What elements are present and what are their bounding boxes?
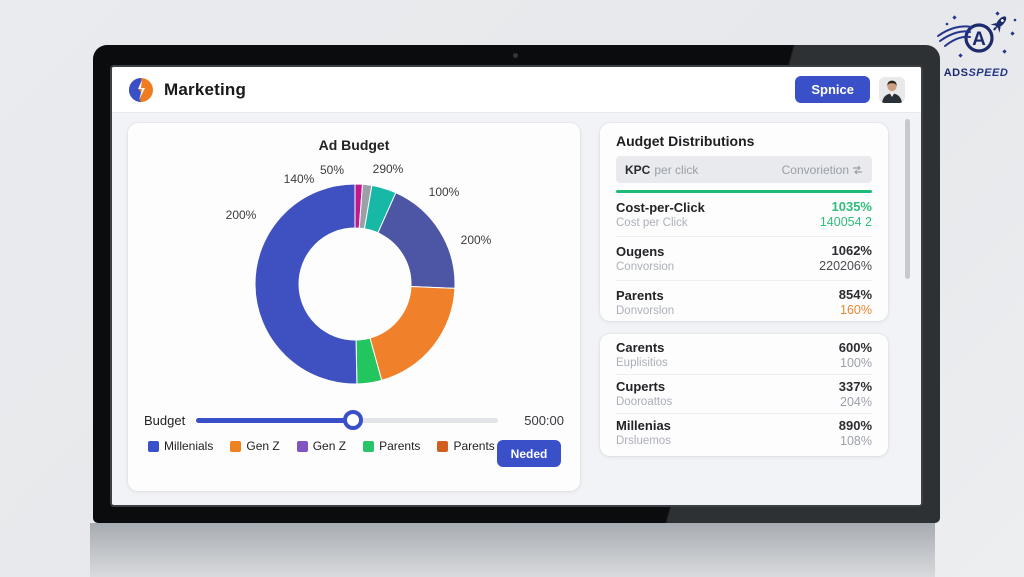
row-subtitle: Donvorslon bbox=[616, 304, 675, 317]
legend-item-parents-1[interactable]: Parents bbox=[363, 439, 420, 453]
main-content: Ad Budget 200% 140% 50% 290% 100% 200% Budget… bbox=[112, 113, 921, 505]
row-value-primary: 600% bbox=[838, 339, 872, 355]
green-progress-line bbox=[616, 190, 872, 193]
row-name: Cost-per-Click bbox=[616, 199, 705, 215]
row-value-secondary: 100% bbox=[840, 355, 872, 370]
row-name: Millenias bbox=[616, 418, 671, 433]
row-subtitle: Euplisitios bbox=[616, 357, 668, 369]
legend-swatch bbox=[296, 440, 308, 452]
adsspeed-emblem-icon: A bbox=[937, 11, 1017, 58]
marketing-logo-icon bbox=[129, 77, 153, 102]
budget-slider-row: Budget 500:00 bbox=[144, 409, 564, 431]
row-name: Cuperts bbox=[616, 379, 666, 394]
donut-segment-indigo[interactable] bbox=[377, 192, 456, 289]
legend-swatch bbox=[363, 440, 375, 452]
donut-chart: 200% 140% 50% 290% 100% 200% bbox=[128, 159, 580, 409]
row-value-primary: 337% bbox=[838, 378, 872, 394]
header-action-button[interactable]: Spnice bbox=[795, 76, 870, 103]
distributions-title: Audget Distributions bbox=[616, 133, 755, 149]
table-row: Ougens Convorsion 1062% 220206% bbox=[616, 237, 872, 281]
row-value-secondary: 220206% bbox=[819, 259, 872, 273]
audience-metrics-card: Carents Euplisitios 600% 100% Cuperts Do… bbox=[600, 334, 888, 456]
table-row: Carents Euplisitios 600% 100% bbox=[616, 336, 872, 375]
donut-segment-blue[interactable] bbox=[254, 183, 358, 385]
user-avatar[interactable] bbox=[879, 76, 905, 103]
row-value-primary: 1035% bbox=[831, 199, 872, 214]
app-header: Marketing Spnice bbox=[112, 67, 921, 113]
adsspeed-wordmark: ADSSPEED bbox=[943, 67, 1009, 79]
slider-value: 500:00 bbox=[524, 412, 564, 428]
chart-callout-label: 290% bbox=[372, 162, 404, 176]
row-name: Ougens bbox=[616, 243, 665, 259]
donut-segment-orange[interactable] bbox=[369, 285, 456, 381]
chart-callout-label: 200% bbox=[460, 233, 492, 247]
row-value-secondary: 108% bbox=[840, 433, 872, 448]
row-value-secondary: 204% bbox=[840, 394, 872, 409]
row-subtitle: Cost per Click bbox=[616, 216, 688, 229]
vertical-scrollbar[interactable] bbox=[905, 119, 910, 279]
ad-budget-card: Ad Budget 200% 140% 50% 290% 100% 200% Budget… bbox=[128, 123, 580, 491]
slider-handle[interactable] bbox=[343, 409, 364, 430]
row-name: Carents bbox=[616, 340, 665, 355]
chart-callout-label: 100% bbox=[428, 185, 460, 199]
legend-item-millenials[interactable]: Millenials bbox=[148, 439, 213, 453]
chart-legend: Millenials Gen Z Gen Z Parents bbox=[148, 439, 495, 453]
sort-arrows-icon bbox=[853, 165, 862, 174]
table-row: Cuperts Dooroattos 337% 204% bbox=[616, 375, 872, 414]
dashboard-screen: Marketing Spnice Ad Budget bbox=[112, 67, 921, 505]
kpc-filter-bar[interactable]: KPC per click Convorietion bbox=[616, 156, 872, 183]
legend-item-genz-1[interactable]: Gen Z bbox=[230, 439, 280, 453]
table-row: Parents Donvorslon 854% 160% bbox=[616, 281, 872, 324]
legend-swatch bbox=[437, 440, 449, 452]
row-value-primary: 854% bbox=[838, 287, 872, 302]
chart-callout-label: 200% bbox=[225, 208, 257, 222]
neded-button[interactable]: Neded bbox=[497, 440, 561, 467]
adsspeed-logo: A ADSSPEED bbox=[933, 10, 1019, 80]
monitor-stand bbox=[90, 523, 935, 577]
row-value-secondary: 160% bbox=[840, 303, 872, 317]
row-value-primary: 1062% bbox=[831, 243, 872, 258]
slider-label: Budget bbox=[144, 412, 186, 428]
right-panel: Audget Distributions KPC per click Convo… bbox=[600, 123, 888, 505]
svg-text:A: A bbox=[972, 29, 986, 50]
chart-callout-label: 140% bbox=[283, 172, 315, 186]
row-subtitle: Dooroattos bbox=[616, 396, 673, 408]
row-subtitle: Convorsion bbox=[616, 260, 675, 273]
table-row: Millenias Drsluemos 890% 108% bbox=[616, 414, 872, 452]
legend-item-genz-2[interactable]: Gen Z bbox=[296, 439, 346, 453]
row-value-primary: 890% bbox=[838, 417, 872, 433]
budget-distributions-card: Audget Distributions KPC per click Convo… bbox=[600, 123, 888, 321]
budget-slider[interactable] bbox=[196, 409, 498, 430]
donut-svg bbox=[254, 183, 456, 385]
row-name: Parents bbox=[616, 287, 664, 303]
legend-swatch bbox=[148, 440, 159, 452]
chart-callout-label: 50% bbox=[319, 163, 345, 177]
monitor-bezel: Marketing Spnice Ad Budget bbox=[93, 45, 940, 523]
table-row: Cost-per-Click Cost per Click 1035% 1400… bbox=[616, 193, 872, 237]
chart-title: Ad Budget bbox=[318, 137, 390, 153]
webcam-dot bbox=[513, 53, 518, 58]
slider-fill bbox=[196, 417, 354, 423]
row-value-secondary: 140054 2 bbox=[819, 215, 872, 229]
page-title: Marketing bbox=[164, 79, 247, 99]
row-subtitle: Drsluemos bbox=[616, 435, 671, 447]
legend-item-parents-2[interactable]: Parents bbox=[437, 439, 495, 453]
legend-swatch bbox=[230, 440, 242, 452]
conversion-sort-control[interactable]: Convorietion bbox=[782, 163, 863, 177]
